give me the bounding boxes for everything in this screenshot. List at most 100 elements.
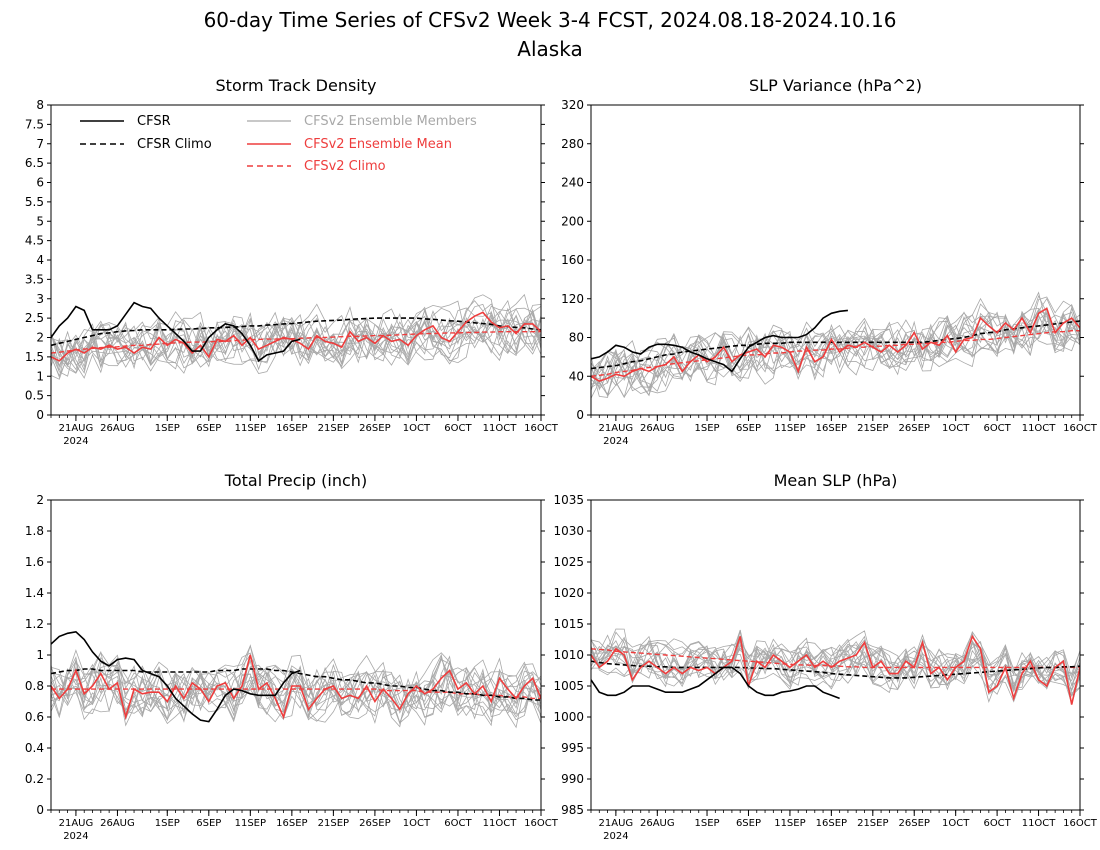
plot-area [591,291,1080,399]
y-tick-label: 0.2 [25,772,44,786]
ensemble-member-line [591,631,1080,693]
x-tick-label: 6SEP [736,423,761,434]
x-tick-label: 1OCT [403,423,431,434]
x-tick-label: 6SEP [196,818,221,829]
chart-panel-4: Mean SLP (hPa) 985 990 995 1000 1005 1010 1015 1… [553,471,1097,842]
plot-area [51,630,541,729]
cfsr-line [51,630,301,723]
plot-frame [50,499,542,811]
x-year-label: 2024 [603,436,628,447]
x-tick-label: 6OCT [444,818,472,829]
cfsv2-ensemble-mean-line [51,654,541,721]
y-tick-label: 2 [36,493,44,507]
legend-item: CFSR Climo [80,137,212,152]
ensemble-member-line [51,651,541,725]
x-tick-label: 21AUG [59,818,94,829]
x-tick-label: 21AUG [59,423,94,434]
y-tick-label: 320 [561,98,584,112]
x-tick-label: 1OCT [403,818,431,829]
y-tick-label: 1030 [553,524,584,538]
y-tick-label: 80 [569,331,584,345]
ensemble-member-line [51,653,541,727]
ensemble-member-line [591,633,1080,690]
ensemble-member-line [51,303,541,380]
y-tick-label: 1.2 [25,617,44,631]
y-tick-label: 4.5 [25,234,44,248]
y-tick-label: 40 [569,369,584,383]
x-tick-label: 1OCT [942,423,970,434]
panel-title: Storm Track Density [216,76,377,95]
ensemble-members [51,644,541,729]
cfsv2-ensemble-mean-line [591,307,1080,382]
ensemble-member-line [591,630,1080,692]
x-tick-label: 26AUG [100,818,135,829]
panel-title: Mean SLP (hPa) [774,471,898,490]
cfsr-line [51,301,301,362]
cfsv2-ensemble-mean-line [51,311,541,362]
chart-panels: Storm Track Density 0 0.5 1 1.5 2 2.5 3 3.5 4 4.5 5… [25,76,1098,842]
chart-panel-2: SLP Variance (hPa^2) 0 40 80 120 160 200 240 280… [561,76,1098,447]
figure-subtitle-region: Alaska [517,37,582,61]
x-tick-label: 26AUG [640,818,675,829]
y-tick-label: 120 [561,292,584,306]
y-tick-label: 0 [576,408,584,422]
legend-label: CFSR [137,114,171,129]
x-tick-label: 26AUG [100,423,135,434]
legend-item: CFSR [80,114,171,129]
x-tick-label: 21SEP [857,423,888,434]
y-tick-label: 7 [36,137,44,151]
y-tick-label: 2 [36,331,44,345]
y-tick-label: 3 [36,292,44,306]
y-tick-label: 0.6 [25,710,44,724]
cfsv2-ensemble-mean-line [591,634,1080,705]
ensemble-member-line [591,635,1080,690]
ensemble-member-line [51,665,541,724]
y-tick-label: 0 [36,803,44,817]
x-tick-label: 1SEP [695,818,720,829]
x-tick-label: 21AUG [599,423,634,434]
ensemble-member-line [51,654,541,727]
x-tick-label: 21AUG [599,818,634,829]
y-tick-label: 7.5 [25,117,44,131]
y-tick-label: 1015 [553,617,584,631]
ensemble-member-line [591,632,1080,690]
y-tick-label: 8 [36,98,44,112]
cfsr-climo-line [591,660,1080,679]
plot-area [51,293,541,380]
ensemble-member-line [51,652,541,729]
ensemble-member-line [51,650,541,721]
ensemble-member-line [591,638,1080,705]
y-tick-label: 3.5 [25,272,44,286]
y-tick-label: 1 [36,369,44,383]
legend-label: CFSv2 Ensemble Members [304,114,477,129]
x-tick-label: 26AUG [640,423,675,434]
ensemble-member-line [51,304,541,372]
x-year-label: 2024 [603,831,628,842]
y-tick-label: 1020 [553,586,584,600]
x-tick-label: 11SEP [235,818,266,829]
y-tick-label: 240 [561,176,584,190]
y-tick-label: 1010 [553,648,584,662]
x-tick-label: 1SEP [155,423,180,434]
ensemble-member-line [591,311,1080,397]
y-tick-label: 4 [36,253,44,267]
cfsr-climo-line [51,317,541,347]
cfsv2-climo-line [591,648,1080,669]
y-tick-label: 1000 [553,710,584,724]
legend-item: CFSv2 Ensemble Mean [247,137,452,152]
ensemble-member-line [591,638,1080,703]
x-tick-label: 1SEP [695,423,720,434]
x-tick-label: 1SEP [155,818,180,829]
ensemble-member-line [591,297,1080,399]
y-tick-label: 280 [561,137,584,151]
x-year-label: 2024 [63,436,88,447]
y-tick-label: 1035 [553,493,584,507]
x-tick-label: 11OCT [1022,818,1057,829]
cfsr-climo-line [51,668,541,701]
legend-item: CFSv2 Climo [247,159,386,174]
x-tick-label: 26SEP [899,423,930,434]
chart-panel-3: Total Precip (inch) 0 0.2 0.4 0.6 0.8 1 1.2 1.4 1… [25,471,559,842]
legend-label: CFSR Climo [137,137,212,152]
x-year-label: 2024 [63,831,88,842]
x-tick-label: 16OCT [524,818,559,829]
